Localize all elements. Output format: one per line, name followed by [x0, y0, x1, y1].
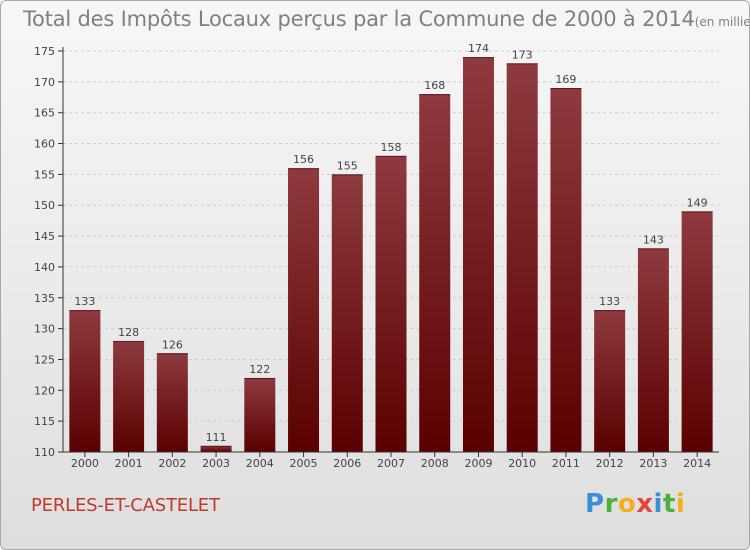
bar-value-label: 158 [381, 141, 402, 154]
bar [200, 445, 232, 452]
y-tick-label: 160 [34, 138, 55, 151]
logo-letter: o [617, 489, 637, 519]
x-tick-label: 2010 [508, 457, 536, 470]
y-tick-label: 145 [34, 230, 55, 243]
bar-value-label: 128 [118, 326, 139, 339]
bars [69, 57, 713, 453]
bar-value-label: 174 [468, 42, 489, 55]
chart-title-unit: (en milliers d'€) [694, 15, 750, 29]
bar [156, 353, 188, 452]
axes: 110 115 120 125 130 135 140 145 150 155 160 165 170 1… [34, 45, 719, 470]
bar-value-label: 173 [512, 48, 533, 61]
x-tick-label: 2013 [639, 457, 667, 470]
x-tick-label: 2014 [683, 457, 711, 470]
y-tick-label: 110 [34, 446, 55, 459]
bar [681, 211, 713, 452]
y-tick-label: 125 [34, 353, 55, 366]
bar-value-label: 156 [293, 153, 314, 166]
y-tick-label: 165 [34, 107, 55, 120]
bar-value-label: 111 [206, 431, 227, 444]
bar-value-label: 133 [599, 295, 620, 308]
y-tick-label: 150 [34, 199, 55, 212]
y-tick-label: 140 [34, 261, 55, 274]
y-tick-label: 115 [34, 415, 55, 428]
bar [244, 377, 276, 452]
bar-value-label: 155 [337, 159, 358, 172]
y-tick-label: 130 [34, 323, 55, 336]
bar [462, 57, 494, 453]
y-tick-label: 170 [34, 76, 55, 89]
logo-letter: i [675, 489, 686, 519]
logo-letter: i [653, 489, 663, 519]
bar [375, 155, 407, 452]
bar [288, 168, 320, 452]
bar [69, 310, 101, 452]
logo-letter: t [662, 489, 676, 519]
chart-title-main: Total des Impôts Locaux perçus par la Co… [23, 7, 695, 31]
x-tick-label: 2001 [115, 457, 143, 470]
y-tick-label: 135 [34, 292, 55, 305]
x-tick-label: 2012 [596, 457, 624, 470]
x-tick-label: 2000 [71, 457, 99, 470]
x-tick-label: 2002 [158, 457, 186, 470]
bar-value-label: 122 [249, 363, 270, 376]
x-tick-label: 2011 [552, 457, 580, 470]
bar-value-label: 149 [687, 196, 708, 209]
logo-letter: r [604, 489, 618, 519]
y-tick-label: 175 [34, 45, 55, 58]
logo-letter: P [585, 489, 605, 519]
x-tick-label: 2004 [246, 457, 274, 470]
x-tick-label: 2008 [421, 457, 449, 470]
x-tick-label: 2005 [290, 457, 318, 470]
bar [594, 310, 626, 452]
logo-letter: x [636, 489, 654, 519]
bar-value-label: 169 [555, 73, 576, 86]
bar-value-label: 126 [162, 338, 183, 351]
chart-title: Total des Impôts Locaux perçus par la Co… [23, 7, 750, 31]
bar-value-label: 168 [424, 79, 445, 92]
value-labels: 133 128 126 111 122 156 155 158 168 174 173 169 133 1… [74, 42, 707, 444]
bar [331, 174, 363, 452]
y-tick-label: 120 [34, 384, 55, 397]
bar-value-label: 143 [643, 233, 664, 246]
bar [550, 88, 582, 452]
x-tick-label: 2003 [202, 457, 230, 470]
bar [419, 94, 451, 452]
y-tick-label: 155 [34, 168, 55, 181]
bar [113, 340, 145, 452]
proxiti-logo: Proxiti [585, 489, 685, 519]
x-tick-label: 2009 [464, 457, 492, 470]
bar [506, 63, 538, 452]
bar-value-label: 133 [74, 295, 95, 308]
x-tick-label: 2006 [333, 457, 361, 470]
commune-name: PERLES-ET-CASTELET [31, 495, 220, 516]
bar [637, 248, 669, 452]
x-tick-label: 2007 [377, 457, 405, 470]
